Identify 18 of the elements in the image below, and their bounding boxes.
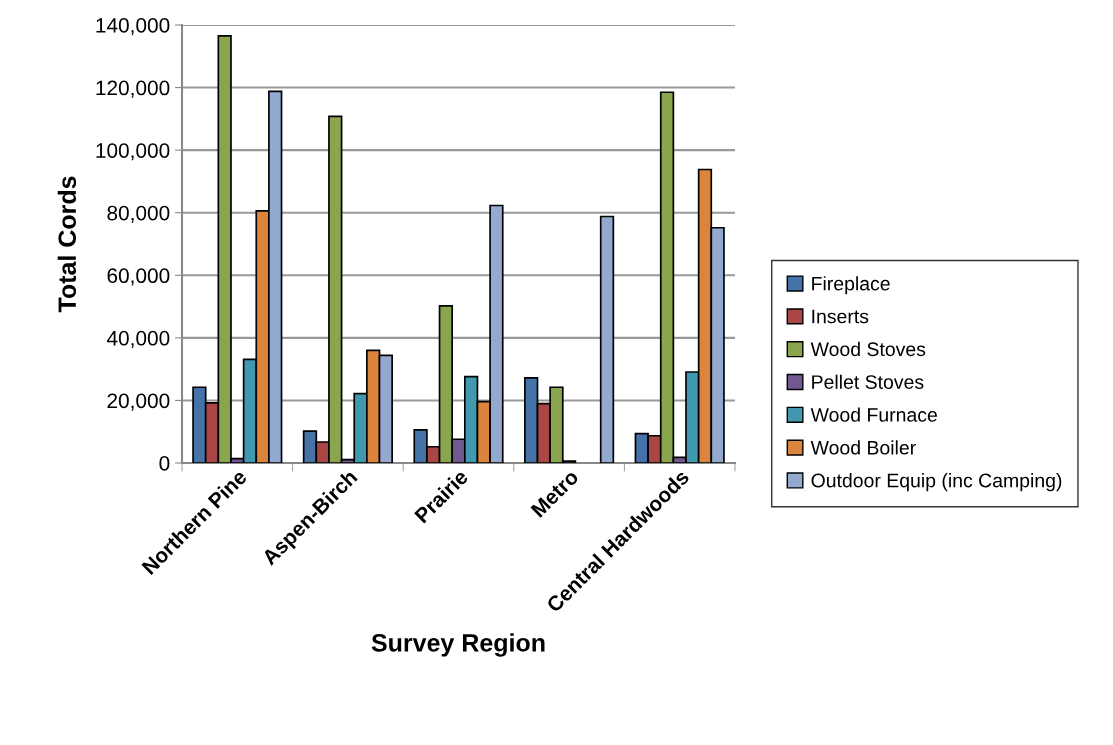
- legend-label: Pellet Stoves: [812, 374, 924, 389]
- y-tick-label: 140,000: [96, 18, 170, 36]
- legend-label: Wood Stoves: [810, 341, 926, 357]
- legend-label: Inserts: [812, 309, 869, 324]
- x-axis-title: Survey Region: [371, 633, 545, 657]
- y-tick-label: 0: [159, 456, 170, 471]
- y-tick-label: 60,000: [107, 268, 170, 286]
- y-tick-label: 40,000: [106, 330, 170, 349]
- y-tick-label: 120,000: [96, 80, 170, 98]
- y-tick-label: 20,000: [107, 393, 170, 411]
- legend-label: Fireplace: [812, 276, 890, 295]
- y-tick-label: 80,000: [107, 205, 170, 223]
- legend-label: Wood Boiler: [810, 440, 916, 455]
- y-axis-title: Total Cords: [57, 176, 77, 313]
- y-tick-label: 100,000: [96, 143, 170, 161]
- legend-label: Wood Furnace: [810, 407, 937, 422]
- bar: [599, 215, 615, 463]
- legend-label: Outdoor Equip (inc Camping): [811, 473, 1062, 492]
